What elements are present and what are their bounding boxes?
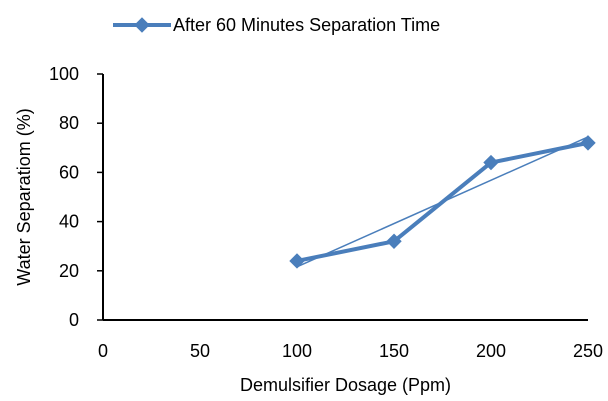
y-tick-label: 80 xyxy=(59,113,79,133)
data-point xyxy=(386,233,402,249)
data-point xyxy=(580,135,596,151)
x-tick-label: 200 xyxy=(476,341,506,361)
x-tick-label: 100 xyxy=(282,341,312,361)
series-line xyxy=(296,140,589,263)
y-tick-label: 40 xyxy=(59,212,79,232)
x-axis-title: Demulsifier Dosage (Ppm) xyxy=(240,375,451,395)
y-tick-label: 60 xyxy=(59,162,79,182)
legend: After 60 Minutes Separation Time xyxy=(113,15,440,35)
y-axis-title: Water Separatiom (%) xyxy=(14,108,34,285)
series-group xyxy=(289,135,596,269)
y-tick-label: 100 xyxy=(49,64,79,84)
axes: 0 20 40 60 80 100 0 50 100 150 200 250 xyxy=(49,64,603,361)
x-tick-label: 0 xyxy=(98,341,108,361)
y-tick-label: 0 xyxy=(69,310,79,330)
x-tick-label: 150 xyxy=(379,341,409,361)
y-tick-label: 20 xyxy=(59,261,79,281)
x-tick-label: 50 xyxy=(190,341,210,361)
legend-label: After 60 Minutes Separation Time xyxy=(173,15,440,35)
data-point xyxy=(483,154,499,171)
x-tick-label: 250 xyxy=(573,341,603,361)
legend-marker xyxy=(134,17,150,33)
data-point xyxy=(289,253,305,269)
